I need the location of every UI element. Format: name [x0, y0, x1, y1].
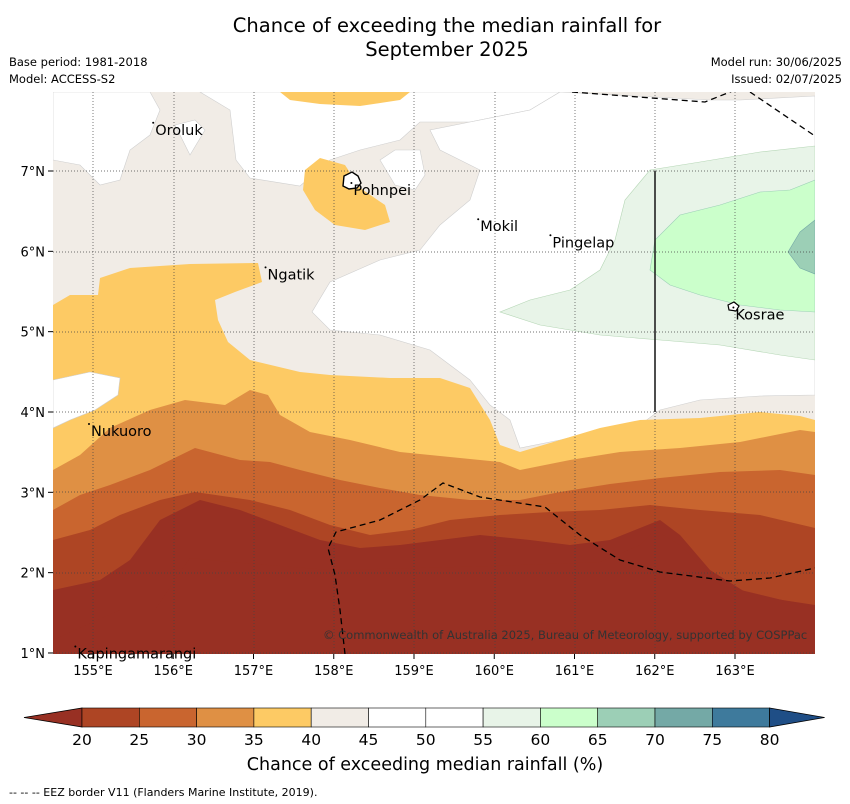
x-tick-label: 156°E — [153, 664, 193, 679]
title-line-1: Chance of exceeding the median rainfall … — [232, 14, 662, 37]
colorbar-tick-label: 50 — [416, 731, 436, 749]
colorbar-tick-label: 65 — [588, 731, 608, 749]
model-name: Model: ACCESS-S2 — [9, 72, 116, 86]
colorbar-tick-label: 40 — [301, 731, 321, 749]
place-label: Kapingamarangi — [77, 647, 196, 663]
colorbar-segment — [597, 707, 656, 728]
issued-date: Issued: 02/07/2025 — [731, 72, 842, 86]
place-label: Ngatik — [268, 267, 316, 283]
place-marker — [152, 121, 155, 124]
colorbar-segment — [711, 707, 770, 728]
place-marker — [477, 218, 480, 221]
band-65-70 — [787, 219, 815, 275]
colorbar-segment — [540, 707, 599, 728]
band-white-west-2 — [53, 371, 121, 429]
x-tick-label: 157°E — [234, 664, 274, 679]
y-tick-label: 1°N — [21, 647, 46, 662]
band-35-40-pohnpei — [303, 158, 390, 230]
copyright-notice: © Commonwealth of Australia 2025, Bureau… — [323, 628, 808, 642]
kosrae-island — [727, 301, 740, 312]
y-tick-label: 4°N — [21, 406, 46, 421]
title-line-2: September 2025 — [365, 38, 529, 61]
place-labels: Oroluk Pohnpei Mokil Pingelap Ngatik Kosrae Nu… — [74, 121, 784, 663]
x-tick-label: 158°E — [314, 664, 354, 679]
place-marker — [732, 306, 735, 309]
place-marker — [350, 182, 353, 185]
colorbar-tick-label: 20 — [72, 731, 92, 749]
place-marker — [264, 266, 267, 269]
band-below-20-bottom — [53, 530, 815, 654]
map-title: Chance of exceeding the median rainfall … — [0, 14, 850, 62]
colorbar-tick-label: 75 — [702, 731, 722, 749]
place-label: Oroluk — [155, 123, 203, 139]
x-tick-label: 155°E — [73, 664, 113, 679]
colorbar-tick-label: 80 — [760, 731, 780, 749]
x-tick-label: 163°E — [715, 664, 755, 679]
right-metadata: Model run: 30/06/2025 Issued: 02/07/2025 — [711, 54, 842, 88]
colorbar-tick-label: 60 — [531, 731, 551, 749]
colorbar-tick-label: 70 — [645, 731, 665, 749]
map-grid — [53, 92, 815, 654]
place-label: Mokil — [480, 219, 518, 235]
colorbar-segment — [139, 707, 197, 728]
colorbar-segment — [368, 707, 427, 728]
band-35-40-top — [280, 92, 410, 106]
place-label: Pingelap — [552, 235, 614, 251]
eez-border — [327, 92, 815, 654]
colorbar-tick-label: 55 — [473, 731, 493, 749]
pohnpei-island — [342, 171, 362, 190]
base-period: Base period: 1981-2018 — [9, 55, 148, 69]
y-axis-ticks: 7°N 6°N 5°N 4°N 3°N 2°N 1°N — [21, 165, 53, 662]
colorbar-segment — [654, 707, 713, 728]
y-tick-label: 7°N — [21, 165, 46, 180]
eez-footnote: -- -- -- EEZ border V11 (Flanders Marine… — [9, 786, 318, 799]
y-tick-label: 6°N — [21, 245, 46, 260]
colorbar-tick-label: 25 — [129, 731, 149, 749]
place-label: Pohnpei — [353, 183, 411, 199]
colorbar-segment — [482, 707, 541, 728]
band-white-mid — [174, 119, 206, 156]
band-white-left — [53, 92, 161, 186]
place-marker — [87, 423, 90, 426]
y-tick-label: 3°N — [21, 486, 46, 501]
colorbar-title: Chance of exceeding median rainfall (%) — [246, 755, 604, 775]
x-tick-label: 160°E — [474, 664, 514, 679]
y-tick-label: 5°N — [21, 326, 46, 341]
x-axis-ticks: 155°E 156°E 157°E 158°E 159°E 160°E 161°E 162°E… — [73, 654, 755, 679]
colorbar-segment — [310, 707, 369, 728]
colorbar-arrow-high — [769, 707, 825, 728]
y-tick-label: 2°N — [21, 567, 46, 582]
place-marker — [74, 645, 77, 648]
colorbar-tick-label: 45 — [359, 731, 379, 749]
colorbar-segment — [81, 707, 140, 728]
x-tick-label: 159°E — [394, 664, 434, 679]
colorbar-tick-label: 35 — [244, 731, 264, 749]
band-60-65 — [649, 179, 815, 313]
colorbar-segment — [425, 707, 484, 728]
model-run-date: Model run: 30/06/2025 — [710, 55, 842, 69]
place-label: Kosrae — [735, 308, 784, 324]
colorbar-tick-label: 30 — [187, 731, 207, 749]
colorbar-arrow-low — [23, 707, 83, 728]
colorbar-segment — [253, 707, 312, 728]
place-marker — [549, 234, 552, 237]
colorbar: 20 25 30 35 40 45 50 55 60 65 70 75 80 — [23, 707, 825, 749]
x-tick-label: 161°E — [555, 664, 595, 679]
place-label: Nukuoro — [91, 424, 152, 440]
rainfall-map — [53, 92, 815, 654]
x-tick-label: 162°E — [635, 664, 675, 679]
colorbar-segment — [196, 707, 255, 728]
left-metadata: Base period: 1981-2018 Model: ACCESS-S2 — [9, 54, 148, 88]
